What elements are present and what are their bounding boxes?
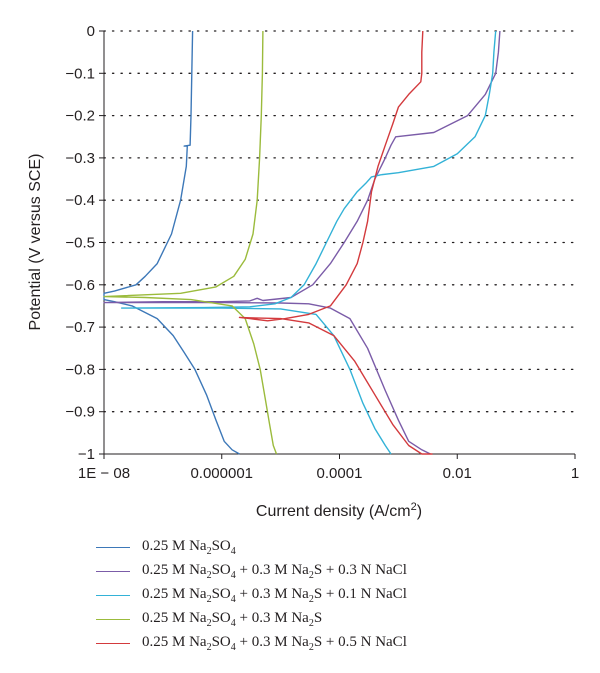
x-tick-label-2: 0.0001	[317, 465, 363, 482]
x-axis-title: Current density (A/cm2)	[256, 501, 422, 520]
y-tick-label-1: −0.1	[65, 65, 95, 82]
x-tick-label-4: 1	[571, 465, 579, 482]
y-tick-label-5: −0.5	[65, 235, 95, 252]
y-tick-label-0: 0	[87, 23, 95, 40]
y-tick-label-9: −0.9	[65, 404, 95, 421]
series-line-3	[103, 30, 278, 455]
axes	[99, 30, 576, 459]
y-tick-label-4: −0.4	[65, 192, 95, 209]
legend-label-2: 0.25 M Na2SO4 + 0.3 M Na2S + 0.1 N NaCl	[142, 585, 407, 605]
x-tick-label-0: 1E − 08	[78, 465, 130, 482]
series-line-0	[103, 30, 240, 455]
legend-item-0: 0.25 M Na2SO4	[96, 535, 407, 559]
y-tick-label-3: −0.3	[65, 150, 95, 167]
legend-item-2: 0.25 M Na2SO4 + 0.3 M Na2S + 0.1 N NaCl	[96, 583, 407, 607]
series-line-4	[238, 30, 433, 455]
tick-labels: 0 −0.1 −0.2 −0.3 −0.4 −0.5 −0.6 −0.7 −0.8 −0.9 −1 1…	[65, 23, 579, 482]
y-tick-label-10: −1	[78, 446, 95, 463]
legend-item-3: 0.25 M Na2SO4 + 0.3 M Na2S	[96, 607, 407, 631]
legend-label-4: 0.25 M Na2SO4 + 0.3 M Na2S + 0.5 N NaCl	[142, 633, 407, 653]
x-tick-label-1: 0.000001	[190, 465, 253, 482]
legend-swatch-0	[96, 546, 130, 548]
legend-item-1: 0.25 M Na2SO4 + 0.3 M Na2S + 0.3 N NaCl	[96, 559, 407, 583]
legend-swatch-3	[96, 618, 130, 620]
polarization-chart: 0 −0.1 −0.2 −0.3 −0.4 −0.5 −0.6 −0.7 −0.8 −0.9 −1 1…	[27, 23, 579, 520]
y-axis-title: Potential (V versus SCE)	[27, 154, 44, 331]
legend-label-1: 0.25 M Na2SO4 + 0.3 M Na2S + 0.3 N NaCl	[142, 561, 407, 581]
legend-label-3: 0.25 M Na2SO4 + 0.3 M Na2S	[142, 609, 323, 629]
legend: 0.25 M Na2SO4 0.25 M Na2SO4 + 0.3 M Na2S …	[96, 535, 407, 655]
y-tick-label-7: −0.7	[65, 319, 95, 336]
series-lines	[103, 30, 501, 455]
series-line-1	[103, 30, 501, 455]
y-tick-label-8: −0.8	[65, 361, 95, 378]
legend-swatch-1	[96, 570, 130, 572]
y-tick-label-2: −0.2	[65, 108, 95, 125]
legend-swatch-4	[96, 642, 130, 644]
y-tick-label-6: −0.6	[65, 277, 95, 294]
legend-label-0: 0.25 M Na2SO4	[142, 537, 236, 557]
legend-item-4: 0.25 M Na2SO4 + 0.3 M Na2S + 0.5 N NaCl	[96, 631, 407, 655]
series-line-2	[121, 30, 497, 455]
x-tick-label-3: 0.01	[443, 465, 472, 482]
legend-swatch-2	[96, 594, 130, 596]
grid	[103, 30, 576, 413]
